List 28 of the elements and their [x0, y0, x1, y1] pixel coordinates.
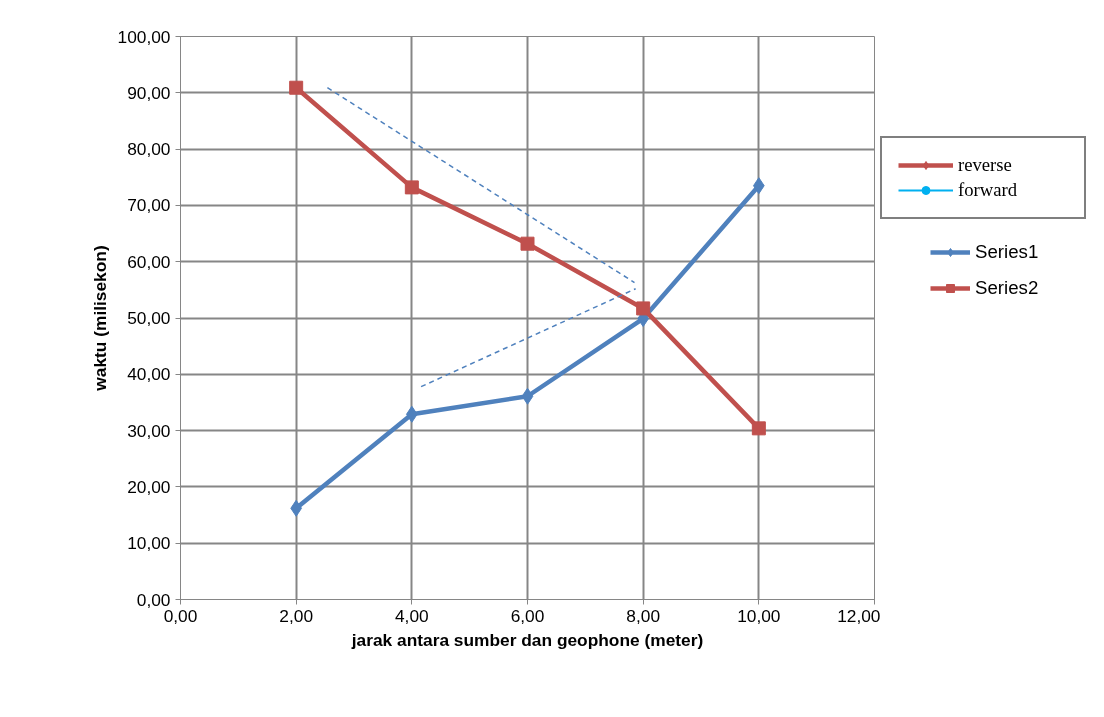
point — [404, 180, 419, 195]
x-tick-label: 12,00 — [837, 605, 881, 626]
x-tick-label: 2,00 — [279, 605, 314, 626]
legend-label: reverse — [958, 154, 1013, 176]
point — [289, 80, 304, 95]
legend-label: Series2 — [975, 277, 1039, 299]
legend-label: forward — [958, 179, 1019, 201]
y-tick-label: 20,00 — [127, 476, 171, 497]
x-tick-label: 10,00 — [737, 605, 781, 626]
legend-label: Series1 — [975, 241, 1039, 263]
point — [520, 236, 535, 251]
point — [521, 387, 534, 405]
point — [751, 421, 766, 436]
y-tick-label: 100,00 — [117, 26, 171, 47]
y-tick-label: 40,00 — [127, 364, 171, 385]
y-tick-label: 70,00 — [127, 195, 171, 216]
y-tick-label: 60,00 — [127, 251, 171, 272]
x-tick-label: 6,00 — [510, 605, 545, 626]
x-tick-label: 4,00 — [394, 605, 429, 626]
y-axis-title: waktu (milisekon) — [89, 245, 110, 392]
point — [636, 301, 651, 316]
y-tick-label: 50,00 — [127, 308, 171, 328]
x-axis-title: jarak antara sumber dan geophone (meter) — [350, 629, 704, 650]
y-tick-label: 90,00 — [127, 82, 171, 103]
x-tick-label: 8,00 — [626, 605, 661, 626]
y-tick-label: 10,00 — [127, 533, 171, 554]
y-tick-label: 80,00 — [127, 139, 171, 160]
y-tick-label: 30,00 — [127, 420, 171, 441]
